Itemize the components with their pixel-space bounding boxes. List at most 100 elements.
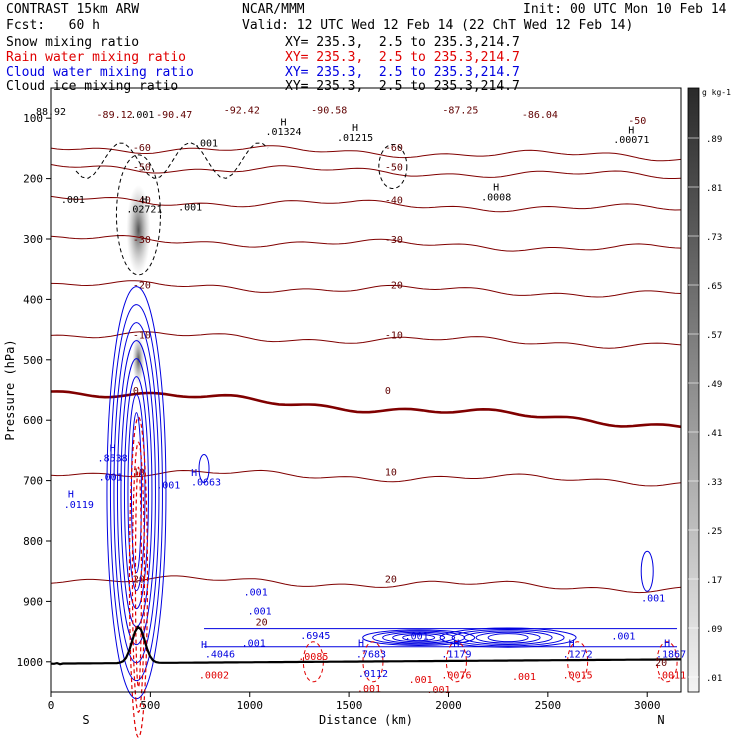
contour-annotation: .001 [641, 593, 665, 604]
contour-annotation: H [110, 444, 116, 455]
cloud-water-contour [382, 631, 456, 644]
axes: 0 500 1000 1500 2000 2500 30001002003004005006… [3, 112, 665, 727]
x-tick-label: 500 [140, 699, 160, 712]
contour-annotation: .001 [611, 631, 635, 642]
isotherm-label: -10 [133, 330, 151, 341]
contour-annotation: -87.25 [442, 105, 478, 116]
isotherm-line [50, 234, 682, 252]
field-name-cloud-ice: Cloud ice mixing ratio [6, 79, 179, 94]
contour-annotation: .02721 [126, 204, 162, 215]
cloud-water-contour [487, 633, 529, 643]
contour-annotation: .0015 [563, 671, 593, 682]
contour-annotation: .4046 [205, 650, 235, 661]
contour-annotation: .1272 [563, 650, 593, 661]
contour-annotation: .0008 [481, 192, 511, 203]
contour-annotation: .001 [178, 203, 202, 214]
y-tick-label: 600 [23, 414, 43, 427]
forecast-hour: Fcst: 60 h [6, 18, 100, 33]
field-xy-cloud-water: XY= 235.3, 2.5 to 235.3,214.7 [285, 65, 520, 80]
contour-annotation: .001 [242, 639, 266, 650]
contour-annotation: -90.47 [156, 110, 192, 121]
isotherm-label: -60 [133, 143, 151, 154]
cloud-water-contour [439, 627, 577, 648]
ice-max-shading [126, 184, 151, 275]
y-axis-label: Pressure (hPa) [3, 339, 17, 440]
colorbar: g kg-1 .89 .81 .73 .65 .57 .49 .41 .33 .25 .17 .09.… [687, 87, 731, 693]
isotherm-label: 20 [133, 574, 145, 585]
contour-annotation: .0119 [64, 500, 94, 511]
isotherm-label: -20 [133, 280, 151, 291]
south-label: S [82, 713, 89, 727]
contour-annotation: H [493, 183, 499, 194]
contour-annotation: .01215 [337, 133, 373, 144]
contour-annotation: -89.12 [97, 110, 133, 121]
contour-annotation: .1867 [656, 650, 686, 661]
contour-annotation: .0002 [199, 671, 229, 682]
isotherm-label: 0 [385, 386, 391, 397]
cloud-water-contour [109, 304, 163, 682]
isotherm-label: -50 [133, 163, 151, 174]
x-tick-label: 0 [48, 699, 55, 712]
contour-annotation: .0076 [441, 671, 471, 682]
contour-annotation: .001 [409, 675, 433, 686]
y-tick-label: 1000 [17, 656, 44, 669]
contour-annotation: .0112 [358, 669, 388, 680]
cloud-water-contour [372, 630, 466, 645]
field-xy-snow: XY= 235.3, 2.5 to 235.3,214.7 [285, 35, 520, 50]
contour-annotation: 20 [256, 618, 268, 629]
rain-water-contour [131, 441, 146, 713]
colorbar-level-label: .81 [706, 184, 722, 194]
contour-annotation: H [352, 123, 358, 134]
colorbar-level-label: .49 [706, 380, 722, 390]
isotherm-line [50, 195, 682, 213]
colorbar-bar [687, 87, 700, 693]
y-tick-label: 400 [23, 293, 43, 306]
isotherm-label: -40 [385, 196, 403, 207]
cloud-water-contour [402, 634, 436, 642]
contour-annotation: H [201, 640, 207, 651]
contour-annotation: H [664, 639, 670, 650]
isotherm-label: -40 [133, 196, 151, 207]
field-name-cloud-water: Cloud water mixing ratio [6, 65, 194, 80]
contour-annotation: .001 [426, 685, 450, 696]
isotherm-label: 10 [385, 468, 397, 479]
cloud-water-contour [123, 376, 149, 610]
cloud-water-contour [475, 631, 541, 644]
organization: NCAR/MMM [242, 2, 305, 17]
isotherm-line [50, 145, 682, 162]
colorbar-level-label: .33 [706, 478, 722, 488]
contour-annotation: H [453, 639, 459, 650]
contour-annotation: .1179 [441, 650, 471, 661]
x-tick-label: 1000 [236, 699, 263, 712]
isotherm-label: -30 [385, 235, 403, 246]
contour-annotation: .8538 [98, 453, 128, 464]
terrain-line [50, 625, 681, 666]
colorbar-level-label: .57 [706, 331, 722, 341]
contour-annotation: -86.04 [522, 110, 558, 121]
temperature-contours: 0 0 -10 -10 -20 -20 -30 -30 -40 -40 -50 -50 -60 -60 10… [50, 143, 682, 594]
isotherm-line [50, 390, 682, 429]
contour-annotation: H [569, 639, 575, 650]
north-label: N [657, 713, 664, 727]
contour-annotation: .01324 [265, 127, 301, 138]
contour-annotation: H [281, 117, 287, 128]
colorbar-level-label: .89 [706, 135, 722, 145]
contour-annotation: .001 [156, 480, 180, 491]
contour-annotation: .0663 [191, 477, 221, 488]
y-tick-label: 700 [23, 475, 43, 488]
terrain-surface-line [50, 625, 681, 666]
x-tick-label: 2000 [435, 699, 462, 712]
contour-annotation: -90.58 [311, 105, 347, 116]
colorbar-level-label: .73 [706, 233, 722, 243]
isotherm-line [50, 575, 682, 594]
init-time: Init: 00 UTC Mon 10 Feb 14 [523, 2, 727, 17]
valid-time: Valid: 12 UTC Wed 12 Feb 14 (22 ChT Wed … [242, 18, 634, 33]
cloud-water-contours [106, 286, 678, 700]
y-tick-label: 900 [23, 595, 43, 608]
contour-annotation: .001 [61, 195, 85, 206]
isotherm-line [50, 331, 682, 349]
contour-annotation: .001 [99, 473, 123, 484]
isotherm-label: -30 [133, 235, 151, 246]
colorbar-level-label: .41 [706, 429, 722, 439]
contour-annotation: H [191, 468, 197, 479]
